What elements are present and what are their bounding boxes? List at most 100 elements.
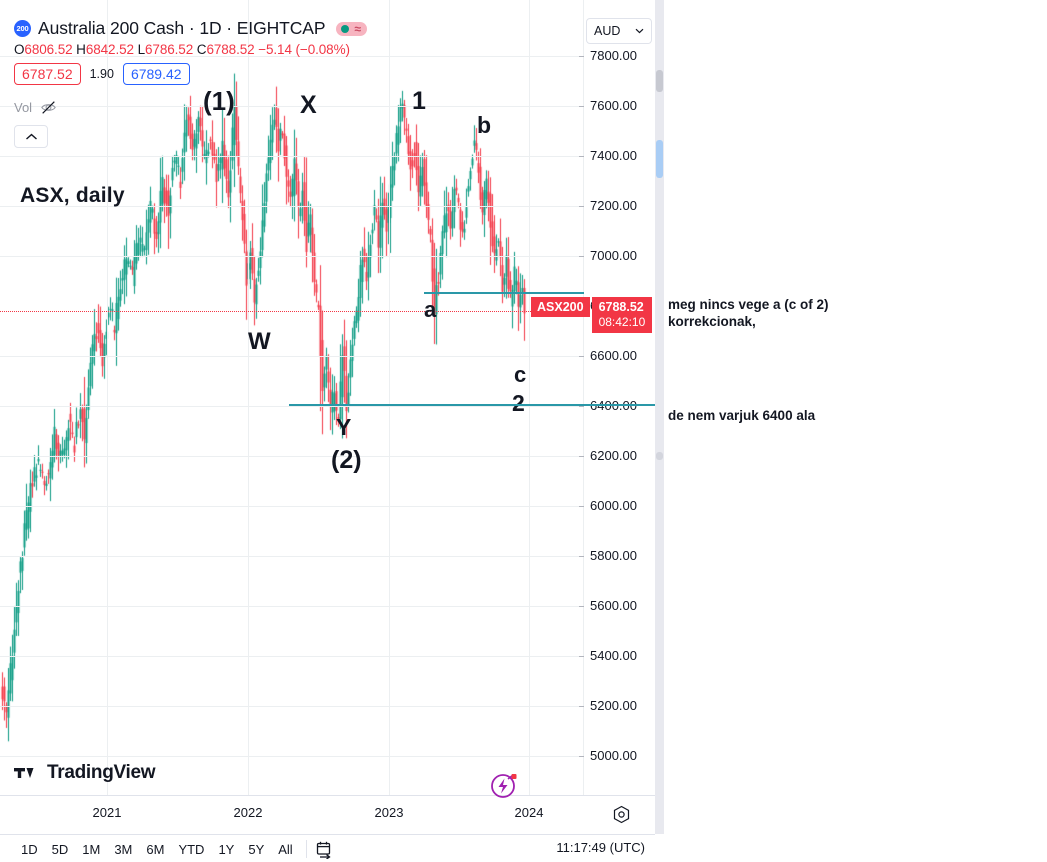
chart-plot-area[interactable] [0,0,583,795]
toolbar-divider [305,840,307,858]
change-value: −5.14 (−0.08%) [258,42,350,57]
price-tick-dash [579,356,584,357]
wave-label-a[interactable]: a [424,297,437,322]
chart-legend: 200 Australia 200 Cash · 1D · EIGHTCAP ≈… [14,18,367,85]
horizontal-gridline [0,356,583,357]
tradingview-logo-text: TradingView [47,762,156,783]
price-tag-symbol: ASX200 [531,297,590,317]
close-value: 6788.52 [206,42,255,57]
range-button-5y[interactable]: 5Y [248,841,265,857]
price-tick-label: 7200.00 [590,198,637,213]
range-button-group: 1D 5D 1M 3M 6M YTD 1Y 5Y All [0,839,300,860]
price-tag-countdown: 08:42:10 [598,315,646,329]
last-price-tag[interactable]: ASX200 6788.52 08:42:10 [531,297,653,333]
horizontal-gridline [0,556,583,557]
replay-target-icon[interactable] [612,805,631,829]
eye-off-icon[interactable] [40,100,57,115]
wave-label-2[interactable]: 2 [512,390,525,416]
range-button-ytd[interactable]: YTD [178,841,205,857]
chart-text-annotation-asx-daily[interactable]: ASX, daily [20,184,125,207]
price-tick-label: 7400.00 [590,148,637,163]
bid-ask-row: 6787.52 1.90 6789.42 [14,63,367,85]
price-tick-dash [579,706,584,707]
annotation-note-1[interactable]: meg nincs vege a (c of 2) korrekcionak, [668,297,829,329]
horizontal-gridline [0,656,583,657]
vertical-gridline [248,0,249,795]
horizontal-gridline [0,406,583,407]
trendline-teal-upper[interactable] [424,292,584,294]
time-tick-label: 2024 [514,805,544,820]
price-tag-value: 6788.52 08:42:10 [591,297,653,333]
price-tag-price-text: 6788.52 [598,300,644,314]
low-value: 6786.52 [145,42,194,57]
scrollbar-thumb-gray[interactable] [656,70,663,92]
low-key: L [137,42,146,57]
wave-label-p1p[interactable]: (1) [203,86,235,116]
bid-price-button[interactable]: 6787.52 [14,63,81,85]
chevron-up-icon [25,133,37,140]
range-button-6m[interactable]: 6M [146,841,165,857]
price-tick-label: 6600.00 [590,348,637,363]
price-axis[interactable]: 7800.007600.007400.007200.007000.006800.… [579,0,655,795]
price-tick-dash [579,756,584,757]
horizontal-gridline [0,506,583,507]
page-scrollbar[interactable] [655,0,664,834]
range-button-all[interactable]: All [278,841,293,857]
price-tick-label: 5400.00 [590,648,637,663]
market-status-pill[interactable]: ≈ [336,21,367,36]
current-price-dotted-line [0,311,583,312]
green-dot-icon [341,24,350,33]
wave-label-Y[interactable]: Y [336,414,352,440]
price-tick-label: 6000.00 [590,498,637,513]
price-tick-label: 5200.00 [590,698,637,713]
range-button-1d[interactable]: 1D [21,841,38,857]
price-tick-dash [579,406,584,407]
range-button-1m[interactable]: 1M [82,841,101,857]
scrollbar-thumb-blue[interactable] [656,140,663,178]
vertical-gridline [529,0,530,795]
price-tick-label: 6200.00 [590,448,637,463]
range-button-3m[interactable]: 3M [114,841,133,857]
calendar-goto-icon[interactable] [315,840,334,859]
range-button-5d[interactable]: 5D [51,841,69,857]
time-tick-label: 2022 [233,805,263,820]
time-axis[interactable]: 2021 2022 2023 2024 [0,795,655,835]
symbol-title[interactable]: Australia 200 Cash · 1D · EIGHTCAP [38,18,326,38]
wave-label-W[interactable]: W [248,328,271,355]
price-tick-label: 7000.00 [590,248,637,263]
open-key: O [14,42,25,57]
range-button-1y[interactable]: 1Y [218,841,235,857]
price-tick-dash [579,456,584,457]
collapse-pane-button[interactable] [14,125,48,148]
price-tick-dash [579,106,584,107]
horizontal-gridline [0,206,583,207]
price-tick-dash [579,606,584,607]
candlestick-series [0,0,583,795]
support-line-6400[interactable] [289,404,655,406]
vertical-gridline [389,0,390,795]
horizontal-gridline [0,706,583,707]
flash-badge-icon[interactable] [490,770,519,799]
currency-select[interactable]: AUD [586,18,652,44]
price-tick-label: 5800.00 [590,548,637,563]
horizontal-gridline [0,456,583,457]
wave-label-c[interactable]: c [514,362,527,387]
horizontal-gridline [0,106,583,107]
wave-label-b[interactable]: b [477,112,492,138]
legend-title-row: 200 Australia 200 Cash · 1D · EIGHTCAP ≈ [14,18,367,39]
tradingview-logo[interactable]: TradingView [14,762,156,784]
volume-pane-legend: Vol [14,100,57,115]
annotation-note-2[interactable]: de nem varjuk 6400 ala [668,408,816,423]
wave-label-X[interactable]: X [300,91,317,119]
ask-price-button[interactable]: 6789.42 [122,63,190,85]
price-tick-dash [579,256,584,257]
high-value: 6842.52 [85,42,134,57]
wave-label-1[interactable]: 1 [412,87,426,115]
wave-label-p2p[interactable]: (2) [331,446,362,474]
high-key: H [76,42,86,57]
price-tick-label: 5000.00 [590,748,637,763]
time-tick-label: 2021 [92,805,122,820]
